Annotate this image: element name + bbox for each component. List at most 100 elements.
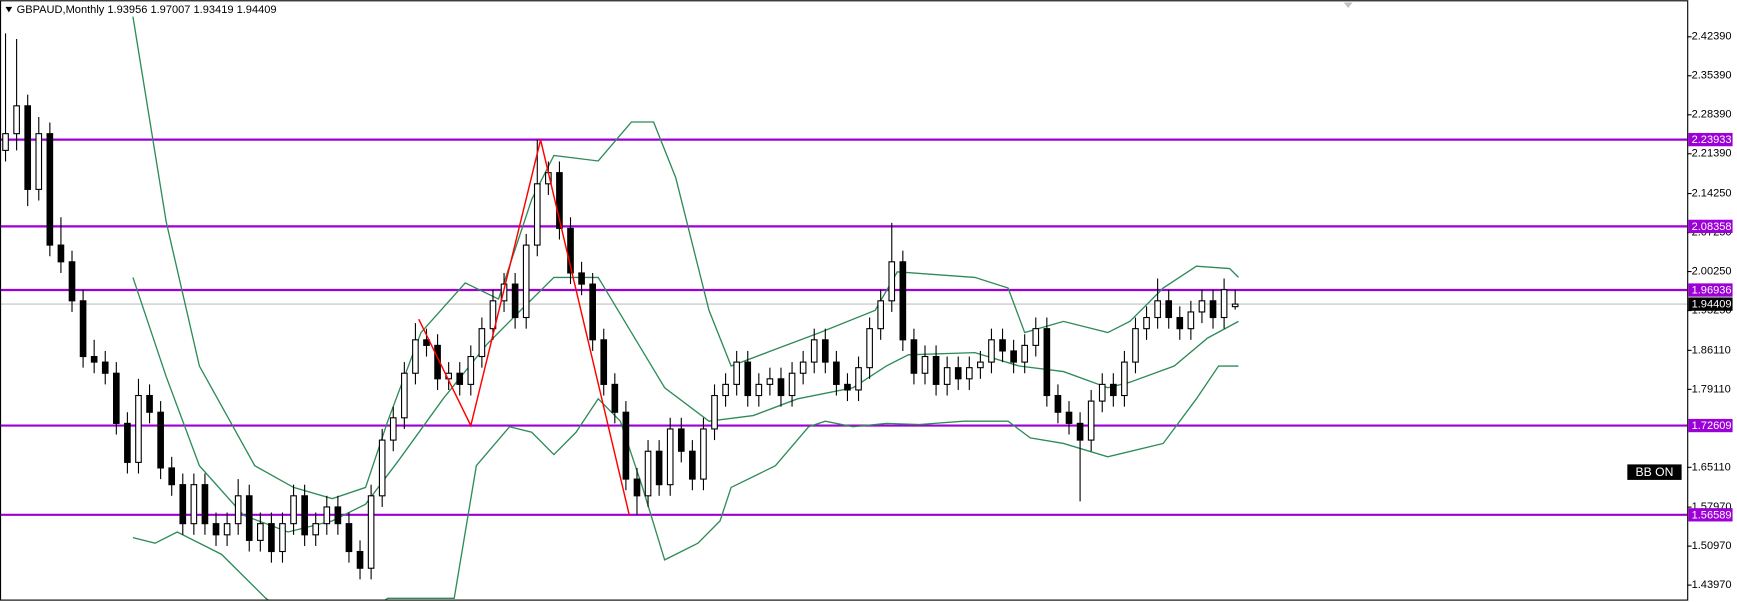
- level-label: 1.72609: [1692, 420, 1732, 432]
- candle-body: [245, 495, 253, 541]
- candle-body: [788, 372, 796, 397]
- level-label: 2.08358: [1692, 221, 1732, 233]
- candle-body: [954, 367, 962, 380]
- y-tick-label: 1.65110: [1692, 461, 1731, 473]
- candle-body: [1154, 300, 1161, 319]
- candle-body: [1032, 328, 1040, 346]
- candle-body: [1132, 328, 1139, 363]
- candle-body: [522, 244, 530, 319]
- candle-body: [567, 227, 574, 274]
- candle-body: [135, 394, 142, 463]
- candle-body: [777, 378, 785, 397]
- candle-body: [655, 450, 663, 486]
- level-label-box: [1688, 508, 1733, 522]
- candle-body: [633, 478, 641, 497]
- candle-body: [810, 339, 818, 363]
- level-label: 2.23933: [1692, 134, 1732, 146]
- candle-body: [124, 422, 131, 463]
- candle-body: [744, 361, 752, 397]
- y-tick-label: 1.50970: [1692, 540, 1732, 552]
- level-label-box: [1688, 219, 1733, 234]
- candle-body: [722, 383, 729, 397]
- candle-body: [112, 372, 120, 424]
- candle-body: [988, 339, 995, 363]
- candle-body: [234, 495, 242, 525]
- candle-body: [13, 105, 20, 135]
- candle-body: [711, 394, 718, 430]
- candle-body: [146, 394, 153, 413]
- menu-arrow[interactable]: [5, 6, 13, 13]
- y-tick-label: 2.35390: [1692, 70, 1732, 82]
- level-label: 1.56589: [1692, 509, 1732, 521]
- candle-body: [101, 361, 109, 374]
- candle-body: [489, 300, 497, 330]
- candle-body: [212, 523, 220, 536]
- candle-body: [201, 484, 209, 525]
- candle-body: [1165, 300, 1173, 319]
- candle-body: [1065, 411, 1073, 424]
- plot-area: [0, 16, 1688, 600]
- candle-body: [533, 183, 541, 246]
- chart-title: GBPAUD,Monthly 1.93956 1.97007 1.93419 1…: [17, 4, 277, 16]
- y-tick-label: 1.43970: [1692, 579, 1732, 591]
- zigzag-line: [418, 139, 630, 515]
- candle-body: [511, 283, 519, 319]
- candle-body: [589, 283, 596, 341]
- candle-body: [855, 367, 862, 391]
- candle-body: [268, 523, 275, 553]
- candle-body: [821, 339, 829, 363]
- candle-body: [600, 339, 608, 385]
- candle-body: [1098, 383, 1106, 402]
- candle-body: [799, 361, 807, 374]
- candle-body: [888, 261, 896, 302]
- candle-body: [921, 355, 929, 374]
- candle-body: [378, 439, 386, 497]
- bollinger-band: [132, 365, 1239, 600]
- candle-body: [766, 378, 774, 385]
- y-tick-label: 1.79110: [1692, 383, 1731, 395]
- candle-body: [943, 367, 951, 385]
- candle-body: [157, 411, 164, 469]
- candle-body: [223, 523, 231, 536]
- candle-body: [389, 417, 397, 441]
- candle-body: [1231, 303, 1239, 308]
- y-tick-label: 2.21390: [1692, 148, 1732, 160]
- candle-body: [1043, 328, 1051, 397]
- candle-body: [965, 367, 973, 380]
- candle-body: [412, 339, 419, 374]
- candle-body: [46, 133, 54, 246]
- level-label-box: [1688, 283, 1733, 297]
- candle-body: [190, 484, 198, 525]
- candle-body: [312, 523, 320, 536]
- candle-body: [301, 495, 308, 536]
- y-tick-label: 2.28390: [1692, 109, 1732, 121]
- candle-body: [1176, 316, 1184, 330]
- candle-body: [755, 383, 763, 397]
- candle-body: [1187, 311, 1195, 330]
- candle-body: [456, 372, 464, 385]
- candle-body: [689, 450, 696, 480]
- candle-body: [700, 428, 707, 480]
- candle-body: [2, 133, 9, 151]
- candle-body: [1087, 400, 1095, 441]
- candle-body: [666, 428, 674, 486]
- candle-body: [35, 133, 43, 190]
- level-label: 1.96936: [1692, 285, 1732, 297]
- candle-body: [290, 495, 297, 525]
- badge-box: [1627, 464, 1682, 480]
- y-tick-label: 2.42390: [1692, 31, 1732, 43]
- candle-body: [1220, 289, 1228, 319]
- candle-body: [334, 506, 342, 525]
- last-price-label: 1.94409: [1692, 299, 1732, 311]
- candle-body: [24, 105, 32, 190]
- plot-frame: [0, 0, 1689, 601]
- candle-body: [279, 523, 286, 553]
- price-axis: 2.423902.353902.283902.213902.142502.072…: [1687, 31, 1733, 591]
- candle-body: [257, 523, 264, 541]
- y-tick-label: 2.14250: [1692, 187, 1732, 199]
- candle-body: [733, 361, 740, 385]
- candle-body: [833, 361, 840, 385]
- candle-body: [1109, 383, 1117, 397]
- candle-body: [910, 339, 918, 374]
